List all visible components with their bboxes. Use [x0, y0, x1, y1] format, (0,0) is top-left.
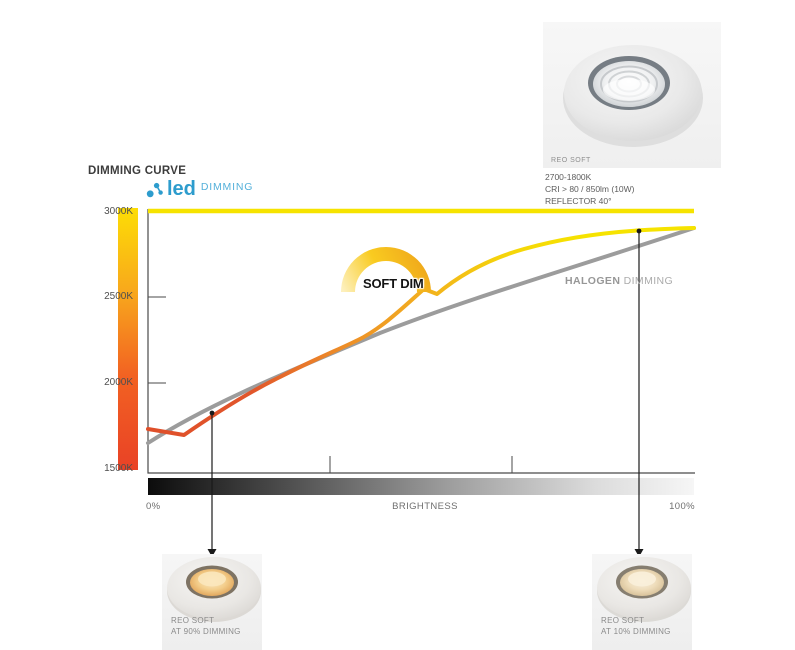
axis-tick-marks	[148, 296, 513, 473]
color-temperature-gradient-bar	[118, 208, 138, 470]
callout-caption-left: REO SOFT AT 90% DIMMING	[171, 615, 241, 637]
y-label-2500k: 2500K	[104, 291, 133, 302]
callout-photo-90-dimming: REO SOFT AT 90% DIMMING	[162, 554, 262, 650]
halogen-dimming-curve	[146, 226, 696, 445]
soft-dim-arc-icon	[341, 247, 431, 292]
downlight-photo-bright	[597, 557, 691, 622]
x-label-0: 0%	[146, 501, 161, 512]
axes-lines	[147, 209, 695, 474]
x-label-brightness: BRIGHTNESS	[392, 501, 458, 512]
product-photo: REO SOFT	[543, 22, 721, 168]
callout-right-dimming: AT 10% DIMMING	[601, 627, 671, 636]
y-label-1500k: 1500K	[104, 463, 133, 474]
downlight-photo-warm	[167, 557, 261, 622]
x-label-100: 100%	[669, 501, 695, 512]
arrow-start-dot-right	[636, 228, 642, 234]
downlight-photo	[563, 45, 703, 147]
y-label-3000k: 3000K	[104, 206, 133, 217]
arrowhead-left	[207, 549, 217, 557]
page-title: DIMMING CURVE	[88, 165, 187, 177]
callout-caption-right: REO SOFT AT 10% DIMMING	[601, 615, 671, 637]
callout-arrows	[211, 233, 640, 549]
halogen-dimming-label: HALOGEN DIMMING	[565, 275, 673, 287]
product-specs: 2700-1800K CRI > 80 / 850lm (10W) REFLEC…	[545, 171, 635, 207]
spec-cri-lumen: CRI > 80 / 850lm (10W)	[545, 184, 635, 194]
product-photo-name: REO SOFT	[551, 157, 591, 164]
spec-color-temperature: 2700-1800K	[545, 172, 592, 182]
led-dimming-logo-icon	[146, 182, 163, 198]
soft-dim-label: SOFT DIM	[363, 276, 424, 291]
callout-photo-10-dimming: REO SOFT AT 10% DIMMING	[592, 554, 692, 650]
y-label-2000k: 2000K	[104, 377, 133, 388]
brightness-gradient-bar	[148, 478, 694, 495]
callout-left-dimming: AT 90% DIMMING	[171, 627, 241, 636]
halogen-label-rest: DIMMING	[620, 275, 674, 287]
soft-dim-curve	[146, 226, 696, 437]
led-dimming-logo: led DIMMING	[146, 178, 254, 200]
arrow-start-dot-left	[209, 410, 215, 416]
logo-brand-text: led	[167, 178, 196, 200]
callout-left-name: REO SOFT	[171, 616, 215, 625]
logo-suffix-text: DIMMING	[200, 181, 254, 193]
spec-reflector: REFLECTOR 40°	[545, 196, 612, 206]
arrowhead-right	[634, 549, 644, 557]
callout-right-name: REO SOFT	[601, 616, 645, 625]
halogen-label-bold: HALOGEN	[565, 275, 621, 287]
